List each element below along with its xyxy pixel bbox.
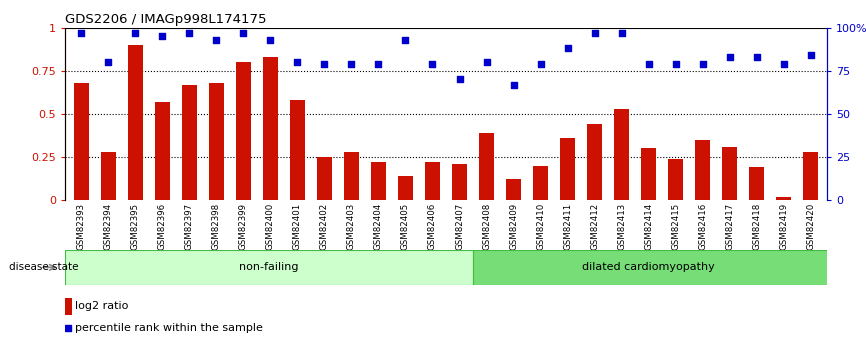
Bar	[344, 152, 359, 200]
Point	[425, 61, 439, 67]
Bar	[209, 83, 223, 200]
Point	[480, 59, 494, 65]
Point	[236, 30, 250, 36]
Point	[345, 61, 359, 67]
Bar	[74, 83, 88, 200]
Bar	[473, 250, 841, 285]
Point	[453, 77, 467, 82]
Point	[155, 33, 169, 39]
Bar	[317, 157, 332, 200]
Bar	[263, 57, 278, 200]
Bar	[425, 162, 440, 200]
Point	[695, 61, 709, 67]
Bar	[371, 162, 386, 200]
Bar	[695, 140, 710, 200]
Bar	[479, 133, 494, 200]
Bar	[452, 164, 467, 200]
Text: non-failing: non-failing	[239, 263, 299, 272]
Point	[750, 54, 764, 60]
Text: dilated cardiomyopathy: dilated cardiomyopathy	[582, 263, 715, 272]
Bar	[749, 167, 764, 200]
Point	[588, 30, 602, 36]
Point	[183, 30, 197, 36]
Text: disease state: disease state	[9, 263, 78, 272]
Bar	[100, 152, 116, 200]
Point	[263, 37, 277, 42]
Bar	[614, 109, 629, 200]
Bar	[506, 179, 521, 200]
Point	[61, 325, 75, 331]
Point	[398, 37, 412, 42]
Bar	[65, 298, 72, 315]
Text: percentile rank within the sample: percentile rank within the sample	[74, 323, 262, 333]
Point	[290, 59, 304, 65]
Point	[804, 52, 818, 58]
Bar	[236, 62, 251, 200]
Point	[669, 61, 682, 67]
Bar	[533, 166, 548, 200]
Point	[507, 82, 520, 87]
Bar	[65, 250, 473, 285]
Bar	[560, 138, 575, 200]
Bar	[398, 176, 413, 200]
Point	[533, 61, 547, 67]
Text: log2 ratio: log2 ratio	[74, 301, 128, 311]
Bar	[804, 152, 818, 200]
Point	[74, 30, 88, 36]
Bar	[669, 159, 683, 200]
Point	[210, 37, 223, 42]
Point	[101, 59, 115, 65]
Bar	[290, 100, 305, 200]
Point	[128, 30, 142, 36]
Point	[560, 46, 574, 51]
Point	[642, 61, 656, 67]
Bar	[128, 45, 143, 200]
Point	[723, 54, 737, 60]
Point	[372, 61, 385, 67]
Point	[615, 30, 629, 36]
Point	[318, 61, 332, 67]
Bar	[722, 147, 737, 200]
Point	[777, 61, 791, 67]
Bar	[776, 197, 792, 200]
Bar	[641, 148, 656, 200]
Bar	[587, 124, 602, 200]
Bar	[182, 85, 197, 200]
Text: GDS2206 / IMAGp998L174175: GDS2206 / IMAGp998L174175	[65, 13, 267, 27]
Bar	[155, 102, 170, 200]
